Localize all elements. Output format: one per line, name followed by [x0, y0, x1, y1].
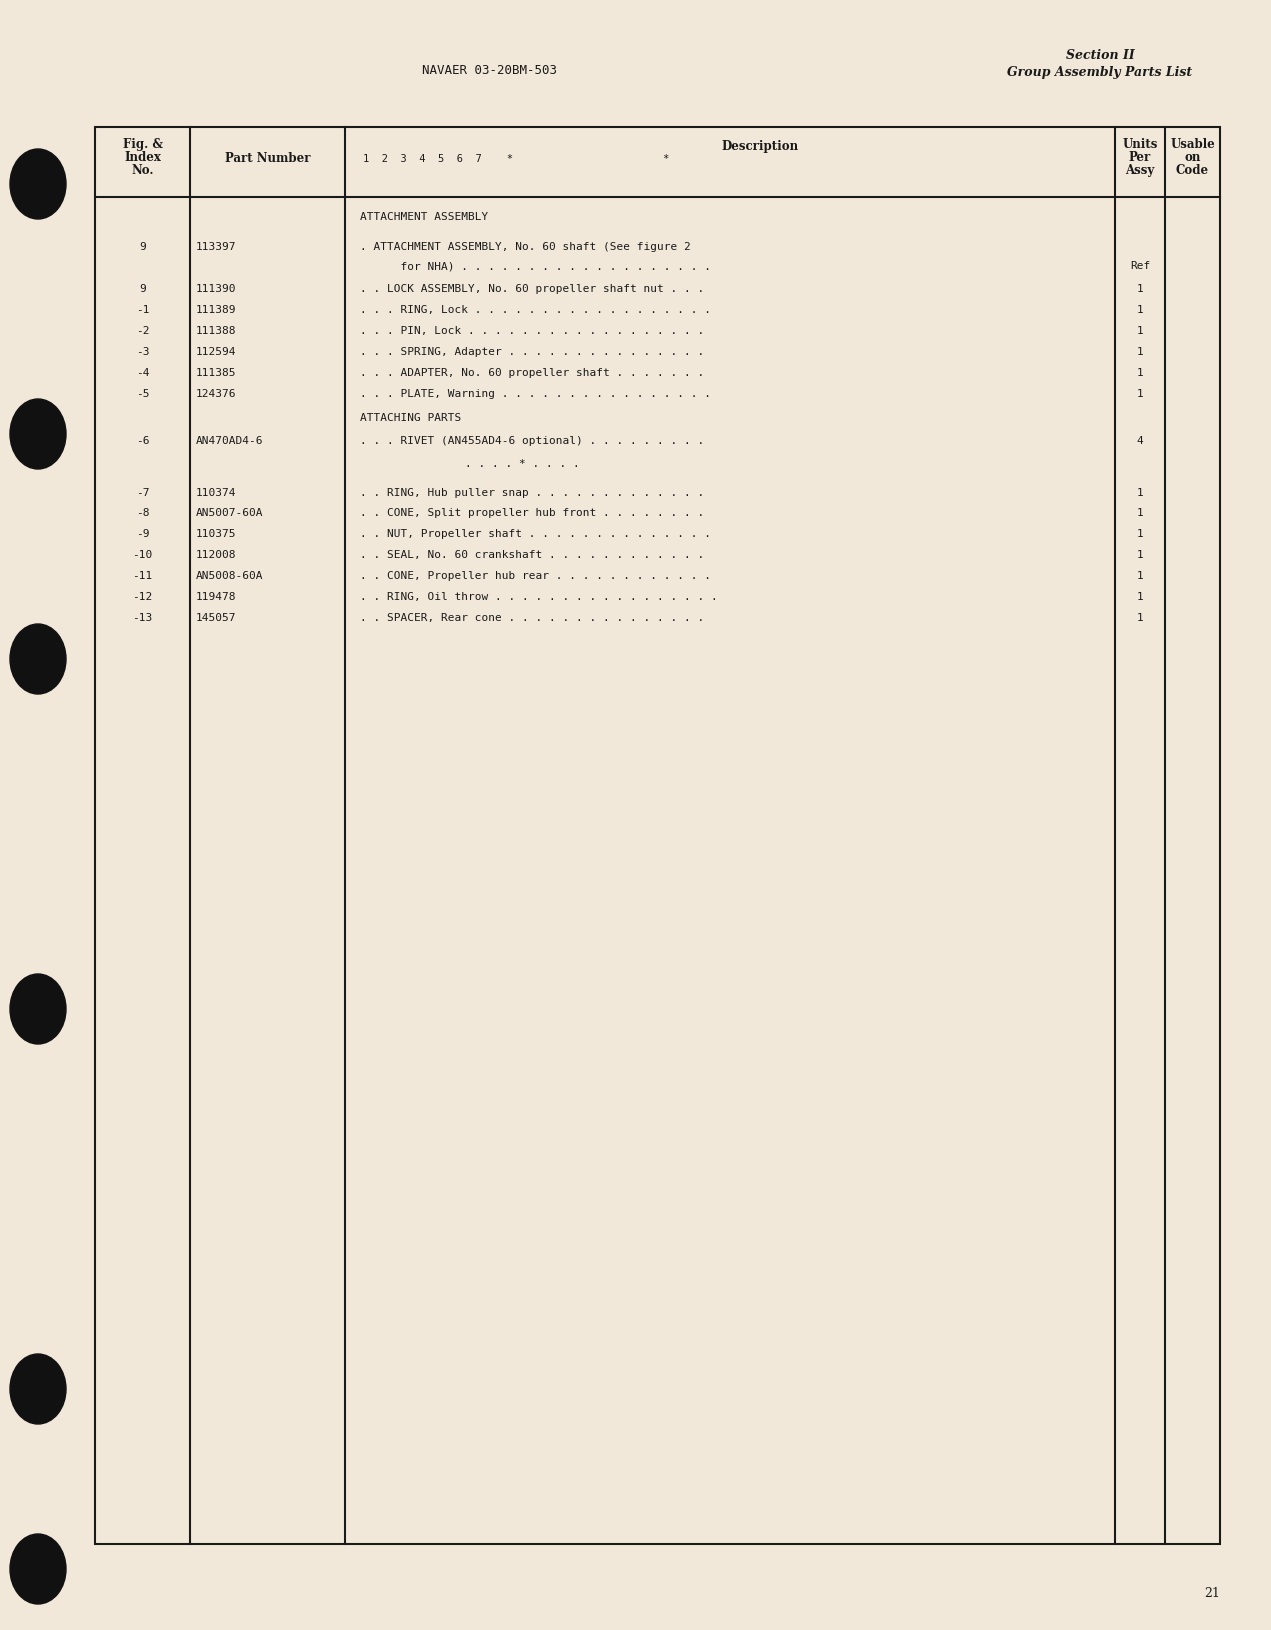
Text: . . NUT, Propeller shaft . . . . . . . . . . . . . .: . . NUT, Propeller shaft . . . . . . . .…	[360, 530, 710, 540]
Text: on: on	[1185, 152, 1201, 165]
Text: Assy: Assy	[1125, 165, 1154, 178]
Text: 111385: 111385	[196, 368, 236, 378]
Text: Usable: Usable	[1171, 139, 1215, 152]
Text: 124376: 124376	[196, 388, 236, 398]
Text: 1: 1	[1136, 592, 1144, 601]
Text: . . SEAL, No. 60 crankshaft . . . . . . . . . . . .: . . SEAL, No. 60 crankshaft . . . . . . …	[360, 549, 704, 559]
Text: -5: -5	[136, 388, 149, 398]
Text: . . . RIVET (AN455AD4-6 optional) . . . . . . . . .: . . . RIVET (AN455AD4-6 optional) . . . …	[360, 435, 704, 447]
Text: 1: 1	[1136, 570, 1144, 580]
Text: -7: -7	[136, 487, 149, 497]
Text: 1: 1	[1136, 284, 1144, 293]
Text: . . CONE, Propeller hub rear . . . . . . . . . . . .: . . CONE, Propeller hub rear . . . . . .…	[360, 570, 710, 580]
Text: 110375: 110375	[196, 530, 236, 540]
Text: 1: 1	[1136, 347, 1144, 357]
Text: -3: -3	[136, 347, 149, 357]
Text: 113397: 113397	[196, 243, 236, 253]
Text: . . . SPRING, Adapter . . . . . . . . . . . . . . .: . . . SPRING, Adapter . . . . . . . . . …	[360, 347, 704, 357]
Text: . . . ADAPTER, No. 60 propeller shaft . . . . . . .: . . . ADAPTER, No. 60 propeller shaft . …	[360, 368, 704, 378]
Text: . . RING, Oil throw . . . . . . . . . . . . . . . . .: . . RING, Oil throw . . . . . . . . . . …	[360, 592, 718, 601]
Text: Part Number: Part Number	[225, 152, 310, 165]
Text: -4: -4	[136, 368, 149, 378]
Text: . . . PIN, Lock . . . . . . . . . . . . . . . . . .: . . . PIN, Lock . . . . . . . . . . . . …	[360, 326, 704, 336]
Text: 1: 1	[1136, 509, 1144, 518]
Text: Units: Units	[1122, 139, 1158, 152]
Text: 112008: 112008	[196, 549, 236, 559]
Text: 21: 21	[1204, 1586, 1220, 1599]
Ellipse shape	[10, 624, 66, 694]
Text: Group Assembly Parts List: Group Assembly Parts List	[1008, 65, 1192, 78]
Text: 111388: 111388	[196, 326, 236, 336]
Text: -9: -9	[136, 530, 149, 540]
Text: 1: 1	[1136, 368, 1144, 378]
Text: 1: 1	[1136, 530, 1144, 540]
Text: 1  2  3  4  5  6  7    *                        *: 1 2 3 4 5 6 7 * *	[364, 153, 670, 165]
Text: 1: 1	[1136, 305, 1144, 315]
Text: NAVAER 03-20BM-503: NAVAER 03-20BM-503	[422, 64, 558, 77]
Bar	[95, 127, 1220, 1544]
Text: 145057: 145057	[196, 613, 236, 623]
Text: . . . . * . . . .: . . . . * . . . .	[465, 458, 580, 469]
Text: . . . RING, Lock . . . . . . . . . . . . . . . . . .: . . . RING, Lock . . . . . . . . . . . .…	[360, 305, 710, 315]
Text: -13: -13	[132, 613, 153, 623]
Text: . ATTACHMENT ASSEMBLY, No. 60 shaft (See figure 2: . ATTACHMENT ASSEMBLY, No. 60 shaft (See…	[360, 243, 690, 253]
Text: . . LOCK ASSEMBLY, No. 60 propeller shaft nut . . .: . . LOCK ASSEMBLY, No. 60 propeller shaf…	[360, 284, 704, 293]
Text: AN470AD4-6: AN470AD4-6	[196, 435, 263, 447]
Text: Ref: Ref	[1130, 261, 1150, 271]
Text: ATTACHING PARTS: ATTACHING PARTS	[360, 412, 461, 424]
Text: 1: 1	[1136, 326, 1144, 336]
Text: ATTACHMENT ASSEMBLY: ATTACHMENT ASSEMBLY	[360, 212, 488, 222]
Text: 9: 9	[139, 243, 146, 253]
Text: 1: 1	[1136, 388, 1144, 398]
Text: 112594: 112594	[196, 347, 236, 357]
Text: 4: 4	[1136, 435, 1144, 447]
Text: Per: Per	[1129, 152, 1152, 165]
Ellipse shape	[10, 150, 66, 220]
Text: 110374: 110374	[196, 487, 236, 497]
Text: 1: 1	[1136, 613, 1144, 623]
Ellipse shape	[10, 399, 66, 469]
Text: Index: Index	[125, 152, 161, 165]
Text: -1: -1	[136, 305, 149, 315]
Text: No.: No.	[131, 165, 154, 178]
Text: 119478: 119478	[196, 592, 236, 601]
Text: 111390: 111390	[196, 284, 236, 293]
Text: 9: 9	[139, 284, 146, 293]
Text: AN5007-60A: AN5007-60A	[196, 509, 263, 518]
Text: . . SPACER, Rear cone . . . . . . . . . . . . . . .: . . SPACER, Rear cone . . . . . . . . . …	[360, 613, 704, 623]
Ellipse shape	[10, 1355, 66, 1425]
Text: -10: -10	[132, 549, 153, 559]
Text: AN5008-60A: AN5008-60A	[196, 570, 263, 580]
Text: -2: -2	[136, 326, 149, 336]
Text: Description: Description	[722, 140, 798, 153]
Text: . . CONE, Split propeller hub front . . . . . . . .: . . CONE, Split propeller hub front . . …	[360, 509, 704, 518]
Text: . . . PLATE, Warning . . . . . . . . . . . . . . . .: . . . PLATE, Warning . . . . . . . . . .…	[360, 388, 710, 398]
Text: 1: 1	[1136, 487, 1144, 497]
Text: -12: -12	[132, 592, 153, 601]
Text: -11: -11	[132, 570, 153, 580]
Text: 1: 1	[1136, 549, 1144, 559]
Ellipse shape	[10, 1534, 66, 1604]
Text: Code: Code	[1176, 165, 1209, 178]
Text: for NHA) . . . . . . . . . . . . . . . . . . .: for NHA) . . . . . . . . . . . . . . . .…	[360, 261, 710, 271]
Text: -6: -6	[136, 435, 149, 447]
Text: . . RING, Hub puller snap . . . . . . . . . . . . .: . . RING, Hub puller snap . . . . . . . …	[360, 487, 704, 497]
Text: Fig. &: Fig. &	[122, 139, 163, 152]
Text: -8: -8	[136, 509, 149, 518]
Ellipse shape	[10, 975, 66, 1045]
Text: 111389: 111389	[196, 305, 236, 315]
Text: Section II: Section II	[1065, 49, 1135, 62]
